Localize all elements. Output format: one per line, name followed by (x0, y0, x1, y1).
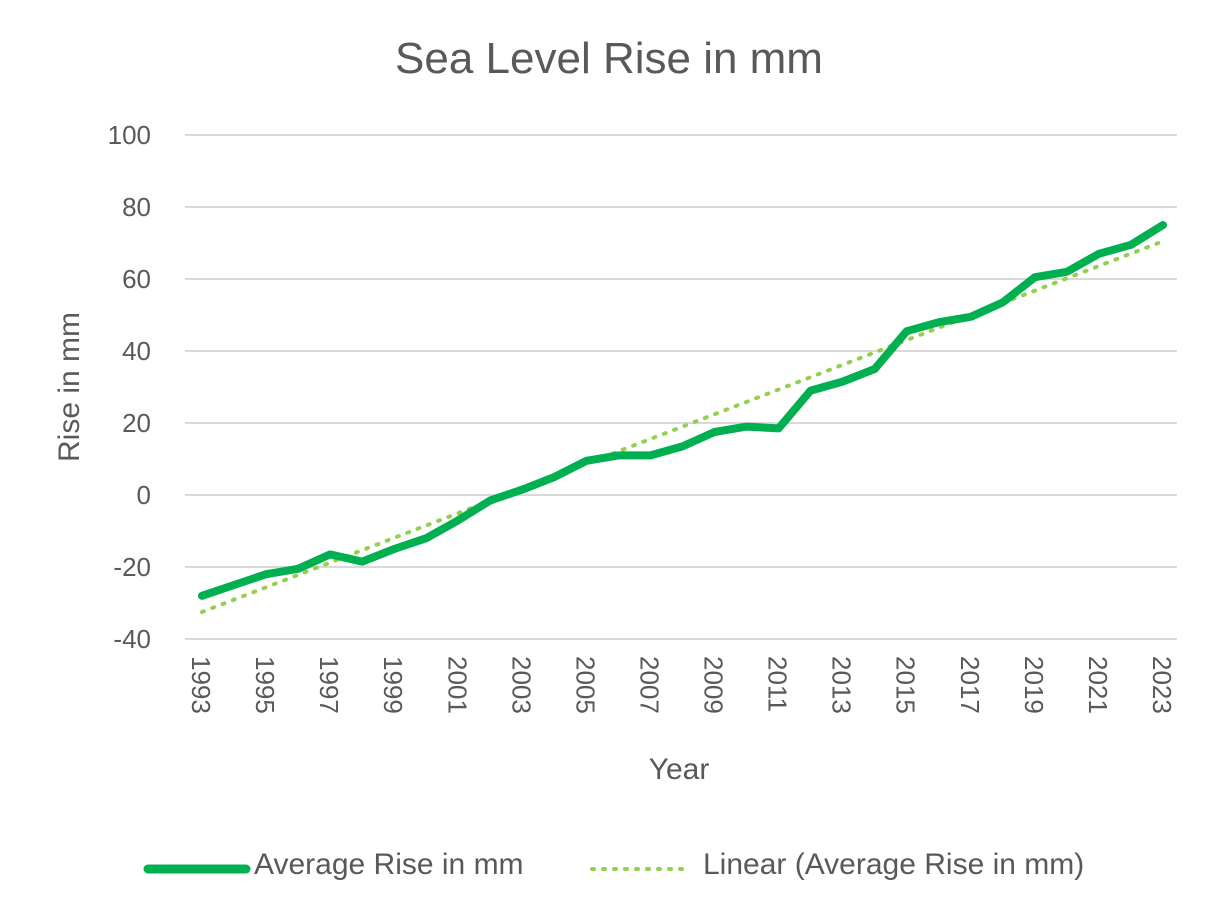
y-tick-label: 80 (122, 192, 151, 222)
x-tick-label: 2021 (1083, 656, 1113, 714)
y-axis-ticks: 100 80 60 40 20 0 -20 -40 (108, 120, 151, 654)
y-tick-label: -20 (113, 552, 151, 582)
x-tick-label: 1997 (314, 656, 344, 714)
x-axis-label: Year (649, 753, 710, 786)
x-tick-label: 2001 (442, 656, 472, 714)
x-tick-label: 2007 (634, 656, 664, 714)
plot-area (198, 221, 1167, 614)
legend-label-linear: Linear (Average Rise in mm) (703, 848, 1084, 881)
x-tick-label: 2015 (891, 656, 921, 714)
legend-label-average: Average Rise in mm (254, 848, 524, 881)
x-tick-label: 2017 (955, 656, 985, 714)
gridlines (185, 134, 1177, 640)
y-axis-label: Rise in mm (53, 312, 86, 462)
x-tick-label: 2003 (506, 656, 536, 714)
y-tick-label: -40 (113, 624, 151, 654)
x-tick-label: 1999 (378, 656, 408, 714)
y-tick-label: 0 (137, 480, 151, 510)
x-tick-label: 2011 (763, 656, 793, 712)
legend: Average Rise in mm Linear (Average Rise … (143, 848, 1084, 881)
x-tick-label: 2019 (1019, 656, 1049, 714)
x-tick-label: 2009 (699, 656, 729, 714)
y-tick-label: 20 (122, 408, 151, 438)
x-axis-ticks: 1993 1995 1997 1999 2001 2003 2005 2007 2009 2011… (186, 656, 1177, 714)
x-tick-label: 2023 (1147, 656, 1177, 714)
x-tick-label: 1995 (250, 656, 280, 714)
x-tick-label: 2013 (827, 656, 857, 714)
series-average-line (198, 221, 1167, 600)
y-tick-label: 40 (122, 336, 151, 366)
x-tick-label: 1993 (186, 656, 216, 714)
y-tick-label: 100 (108, 120, 151, 150)
y-tick-label: 60 (122, 264, 151, 294)
x-tick-label: 2005 (570, 656, 600, 714)
chart-title: Sea Level Rise in mm (395, 34, 823, 83)
